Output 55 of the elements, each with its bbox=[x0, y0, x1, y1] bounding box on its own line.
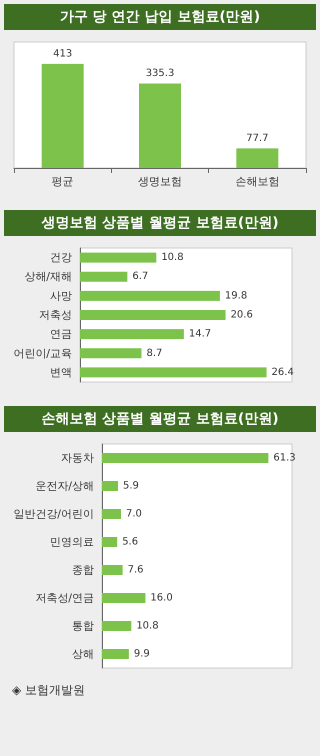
y-tick-label: 어린이/교육 bbox=[13, 346, 72, 360]
data-label: 5.9 bbox=[123, 480, 139, 492]
x-tick-label: 평균 bbox=[52, 175, 74, 188]
bar bbox=[80, 290, 220, 301]
bar bbox=[80, 272, 128, 282]
chart-title: 손해보험 상품별 월평균 보험료(만원) bbox=[4, 406, 316, 432]
data-label: 10.8 bbox=[161, 252, 184, 264]
bar bbox=[102, 621, 132, 631]
bar bbox=[102, 593, 146, 603]
y-tick-label: 저축성/연금 bbox=[35, 592, 94, 604]
data-label: 413 bbox=[53, 48, 72, 60]
bar bbox=[80, 329, 184, 340]
bar bbox=[102, 453, 268, 463]
x-tick-label: 생명보험 bbox=[138, 175, 182, 188]
bar bbox=[80, 310, 226, 320]
bar bbox=[102, 565, 123, 575]
data-label: 77.7 bbox=[246, 132, 268, 144]
data-label: 9.9 bbox=[134, 648, 150, 660]
x-tick-label: 손해보험 bbox=[235, 175, 280, 188]
y-tick-label: 종합 bbox=[72, 564, 94, 576]
bar bbox=[80, 348, 142, 358]
chart-title: 가구 당 연간 납입 보험료(만원) bbox=[4, 4, 316, 30]
data-label: 10.8 bbox=[136, 620, 159, 632]
y-tick-label: 연금 bbox=[50, 328, 72, 341]
bar bbox=[80, 367, 267, 378]
data-label: 19.8 bbox=[224, 290, 248, 302]
bar bbox=[102, 509, 121, 519]
bar bbox=[102, 537, 118, 547]
data-label: 8.7 bbox=[146, 348, 162, 359]
y-tick-label: 상해 bbox=[72, 648, 94, 660]
y-tick-label: 통합 bbox=[72, 620, 94, 632]
bar bbox=[102, 481, 118, 491]
data-label: 14.7 bbox=[188, 328, 212, 340]
y-tick-label: 자동차 bbox=[61, 452, 94, 464]
y-tick-label: 저축성 bbox=[39, 308, 72, 322]
y-tick-label: 변액 bbox=[50, 366, 72, 379]
y-tick-label: 사망 bbox=[50, 289, 72, 302]
text: ◈ 보험개발원 bbox=[11, 682, 86, 699]
data-label: 7.6 bbox=[128, 564, 144, 576]
data-label: 6.7 bbox=[132, 271, 148, 282]
y-tick-label: 상해/재해 bbox=[24, 270, 72, 284]
bar bbox=[102, 649, 129, 659]
data-label: 16.0 bbox=[150, 592, 173, 604]
bar bbox=[80, 252, 156, 263]
data-label: 5.6 bbox=[122, 536, 138, 548]
chart-title: 생명보험 상품별 월평균 보험료(만원) bbox=[4, 210, 316, 236]
data-label: 61.3 bbox=[273, 452, 296, 464]
data-label: 26.4 bbox=[272, 366, 294, 378]
y-tick-label: 민영의료 bbox=[50, 536, 94, 548]
data-label: 7.0 bbox=[126, 508, 142, 520]
data-label: 20.6 bbox=[230, 310, 253, 320]
y-tick-label: 건강 bbox=[50, 251, 72, 264]
y-tick-label: 운전자/상해 bbox=[35, 480, 94, 492]
data-label: 335.3 bbox=[146, 68, 174, 80]
y-tick-label: 일반건강/어린이 bbox=[13, 508, 94, 520]
